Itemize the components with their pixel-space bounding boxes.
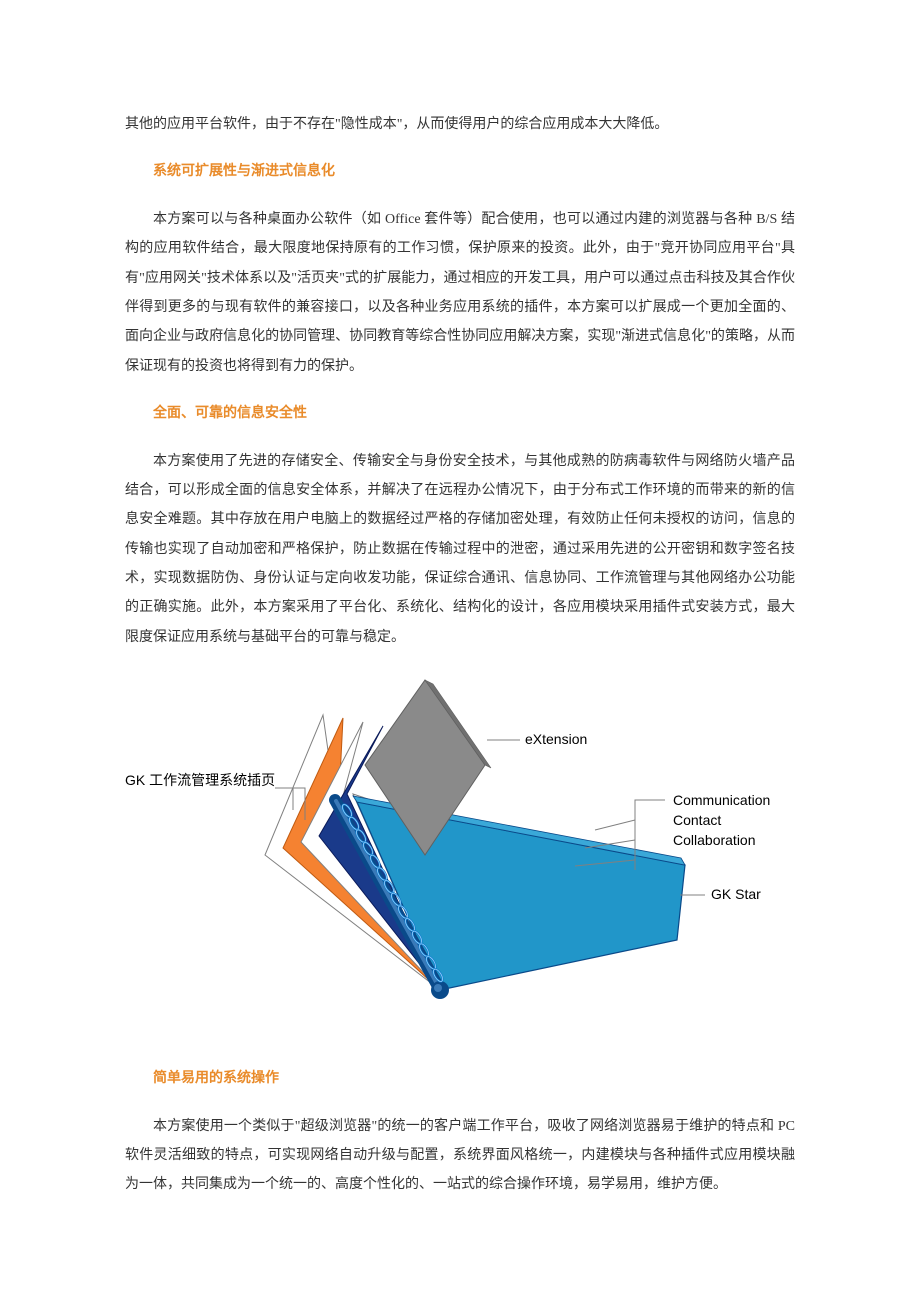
section1-heading: 系统可扩展性与渐进式信息化 bbox=[125, 157, 795, 186]
section3-body: 本方案使用一个类似于"超级浏览器"的统一的客户端工作平台，吸收了网络浏览器易于维… bbox=[125, 1112, 795, 1200]
svg-text:eXtension: eXtension bbox=[525, 731, 587, 747]
section2-body: 本方案使用了先进的存储安全、传输安全与身份安全技术，与其他成熟的防病毒软件与网络… bbox=[125, 447, 795, 653]
lead-paragraph: 其他的应用平台软件，由于不存在"隐性成本"，从而使得用户的综合应用成本大大降低。 bbox=[125, 110, 795, 139]
svg-text:Communication: Communication bbox=[673, 792, 770, 808]
svg-text:GK 工作流管理系统插页: GK 工作流管理系统插页 bbox=[125, 772, 275, 788]
document-page: 其他的应用平台软件，由于不存在"隐性成本"，从而使得用户的综合应用成本大大降低。… bbox=[0, 0, 920, 1298]
svg-text:Collaboration: Collaboration bbox=[673, 832, 756, 848]
section1-body: 本方案可以与各种桌面办公软件（如 Office 套件等）配合使用，也可以通过内建… bbox=[125, 205, 795, 381]
svg-text:GK Star: GK Star bbox=[711, 886, 761, 902]
svg-text:Contact: Contact bbox=[673, 812, 721, 828]
section3-heading: 简单易用的系统操作 bbox=[125, 1064, 795, 1093]
binder-diagram: GK 工作流管理系统插页 eXtension Communication Contac… bbox=[125, 670, 795, 1040]
section2-heading: 全面、可靠的信息安全性 bbox=[125, 399, 795, 428]
